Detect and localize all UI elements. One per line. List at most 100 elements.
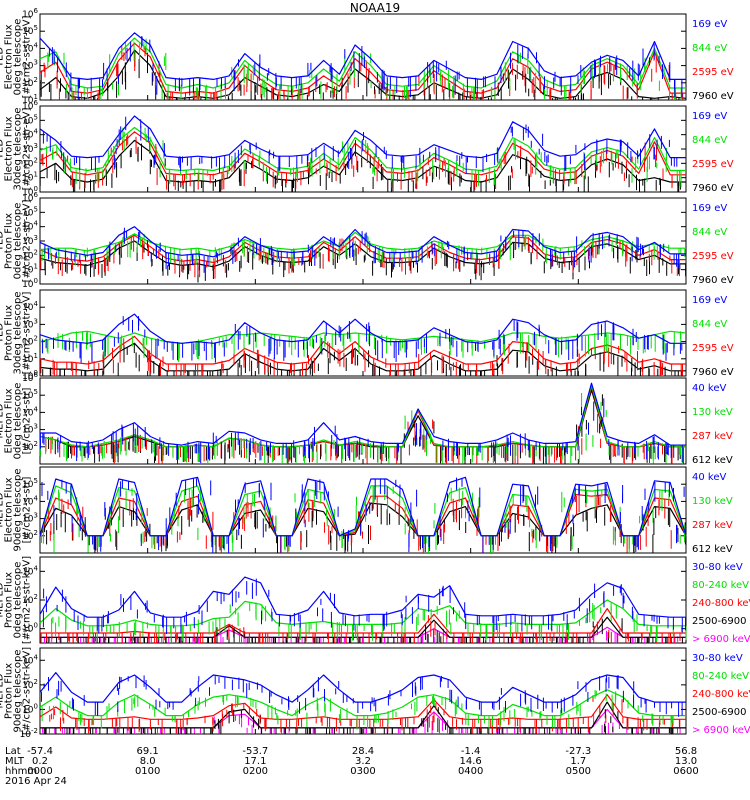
y-tick-base: 10 <box>22 443 34 453</box>
y-tick-base: 10 <box>22 266 34 276</box>
y-tick-exponent: 3 <box>34 317 38 325</box>
y-axis-label-line: TED <box>0 47 6 68</box>
series-line-7960-ev <box>39 49 687 99</box>
legend-entry: 612 keV <box>692 544 733 555</box>
series-noise <box>39 398 683 464</box>
y-axis-label-line: [#/cm2-s-str-eV] <box>22 108 33 191</box>
y-tick-base: 10 <box>22 320 34 330</box>
y-axis-label: TEDProton Flux0deg telescope[#/cm2-s-str… <box>0 200 33 283</box>
y-axis-label-line: [#/cm2-s-str] <box>22 476 33 543</box>
legend-entry: 2500-6900 <box>692 616 747 627</box>
y-axis-label-line: 90deg telescope <box>13 468 24 551</box>
legend-entry: > 6900 keV <box>692 725 750 736</box>
y-tick-label: 10-2 <box>20 727 38 740</box>
y-tick-label: 106 <box>22 191 38 204</box>
footer-mlt-value: 14.6 <box>460 756 482 767</box>
y-tick-base: 10 <box>22 10 34 20</box>
y-tick-label: 105 <box>22 205 38 218</box>
footer-lat-value: 69.1 <box>137 746 159 757</box>
series-noise <box>48 494 686 553</box>
y-axis-label-line: Electron Flux <box>4 477 15 542</box>
y-axis-label-line: 30deg telescope <box>13 107 24 190</box>
footer-mlt-value: 1.7 <box>570 756 586 767</box>
footer-hhmm-value: 0500 <box>566 766 591 777</box>
y-tick-exponent: 4 <box>34 405 39 413</box>
series-noise <box>40 338 683 376</box>
panel-frame <box>39 13 687 101</box>
y-tick-exponent: 1 <box>34 93 38 101</box>
footer-lat-value: 56.8 <box>675 746 697 757</box>
legend-entry: 844 eV <box>692 43 727 54</box>
y-tick-base: 10 <box>22 145 34 155</box>
y-tick-exponent: 2 <box>34 156 38 164</box>
y-tick-label: 100 <box>22 622 38 635</box>
y-tick-exponent: 6 <box>34 191 39 199</box>
series-noise <box>42 578 686 635</box>
y-tick-exponent: 2 <box>34 248 38 256</box>
y-tick-label: 101 <box>22 171 38 184</box>
legend-entry: 40 keV <box>692 383 726 394</box>
y-axis-label-line: Electron Flux <box>4 388 15 453</box>
legend-entry: 30-80 keV <box>692 562 743 573</box>
y-tick-label: 105 <box>22 388 38 401</box>
y-tick-label: 102 <box>22 248 38 261</box>
y-tick-base: 10 <box>22 223 34 233</box>
y-tick-base: 10 <box>22 102 34 112</box>
footer-hhmm-value: 0100 <box>135 766 160 777</box>
y-tick-label: 102 <box>22 440 38 453</box>
legend-entry: 240-800 keV <box>692 598 750 609</box>
y-tick-base: 10 <box>22 338 34 348</box>
y-tick-exponent: 2 <box>34 76 38 84</box>
series-noise <box>51 602 687 643</box>
y-tick-label: 101 <box>22 263 38 276</box>
y-tick-label: 104 <box>22 41 38 54</box>
series-line-7960-ev <box>39 139 686 183</box>
y-tick-label: 106 <box>22 7 38 20</box>
y-tick-base: 10 <box>22 188 34 198</box>
y-tick-base: 10 <box>22 62 34 72</box>
legend-entry: 7960 eV <box>692 183 734 194</box>
footer-row-label: Lat <box>5 746 21 757</box>
series-noise <box>47 38 682 100</box>
series-noise <box>42 316 683 363</box>
y-tick-base: 10 <box>22 656 34 666</box>
y-tick-base: 10 <box>22 194 34 204</box>
y-axis-label-line: MEPED <box>0 403 6 438</box>
y-tick-label: 103 <box>22 234 38 247</box>
y-tick-base: 10 <box>22 567 34 577</box>
y-axis-label-line: Proton Flux <box>4 213 15 269</box>
y-tick-label: 104 <box>22 564 38 577</box>
legend-entry: > 6900 keV <box>692 634 750 645</box>
y-tick-exponent: 2 <box>34 440 38 448</box>
footer-mlt-value: 0.2 <box>32 756 48 767</box>
y-tick-label: 102 <box>22 678 38 691</box>
footer-lat-value: 28.4 <box>352 746 374 757</box>
y-tick-label: 101 <box>22 352 38 365</box>
y-tick-base: 10 <box>22 79 34 89</box>
series-line-40-kev <box>39 476 687 537</box>
legend-entry: 844 eV <box>692 227 727 238</box>
y-tick-exponent: 0 <box>34 185 38 193</box>
y-axis-label-line: [#/cm2-s-str-eV] <box>22 200 33 283</box>
y-axis-label-line: 30deg telescope <box>13 291 24 374</box>
panel-frame <box>39 289 687 377</box>
series-noise <box>41 46 684 100</box>
y-tick-base: 10 <box>22 391 34 401</box>
series-noise <box>45 404 684 464</box>
y-axis-label-line: Electron Flux <box>4 24 15 89</box>
y-axis-label-line: 0deg telescope <box>13 383 24 460</box>
y-tick-base: 10 <box>22 480 34 490</box>
y-tick-base: 10 <box>22 251 34 261</box>
y-axis-label-line: TED <box>0 139 6 160</box>
y-tick-base: 10 <box>22 27 34 37</box>
y-axis-label-line: TED <box>0 231 6 252</box>
y-tick-base: 10 <box>22 596 34 606</box>
y-tick-base: 10 <box>20 730 32 740</box>
y-axis-label-line: Proton Flux <box>4 305 15 361</box>
y-axis-label-line: 0deg telescope <box>13 19 24 96</box>
y-tick-label: 103 <box>22 423 38 436</box>
